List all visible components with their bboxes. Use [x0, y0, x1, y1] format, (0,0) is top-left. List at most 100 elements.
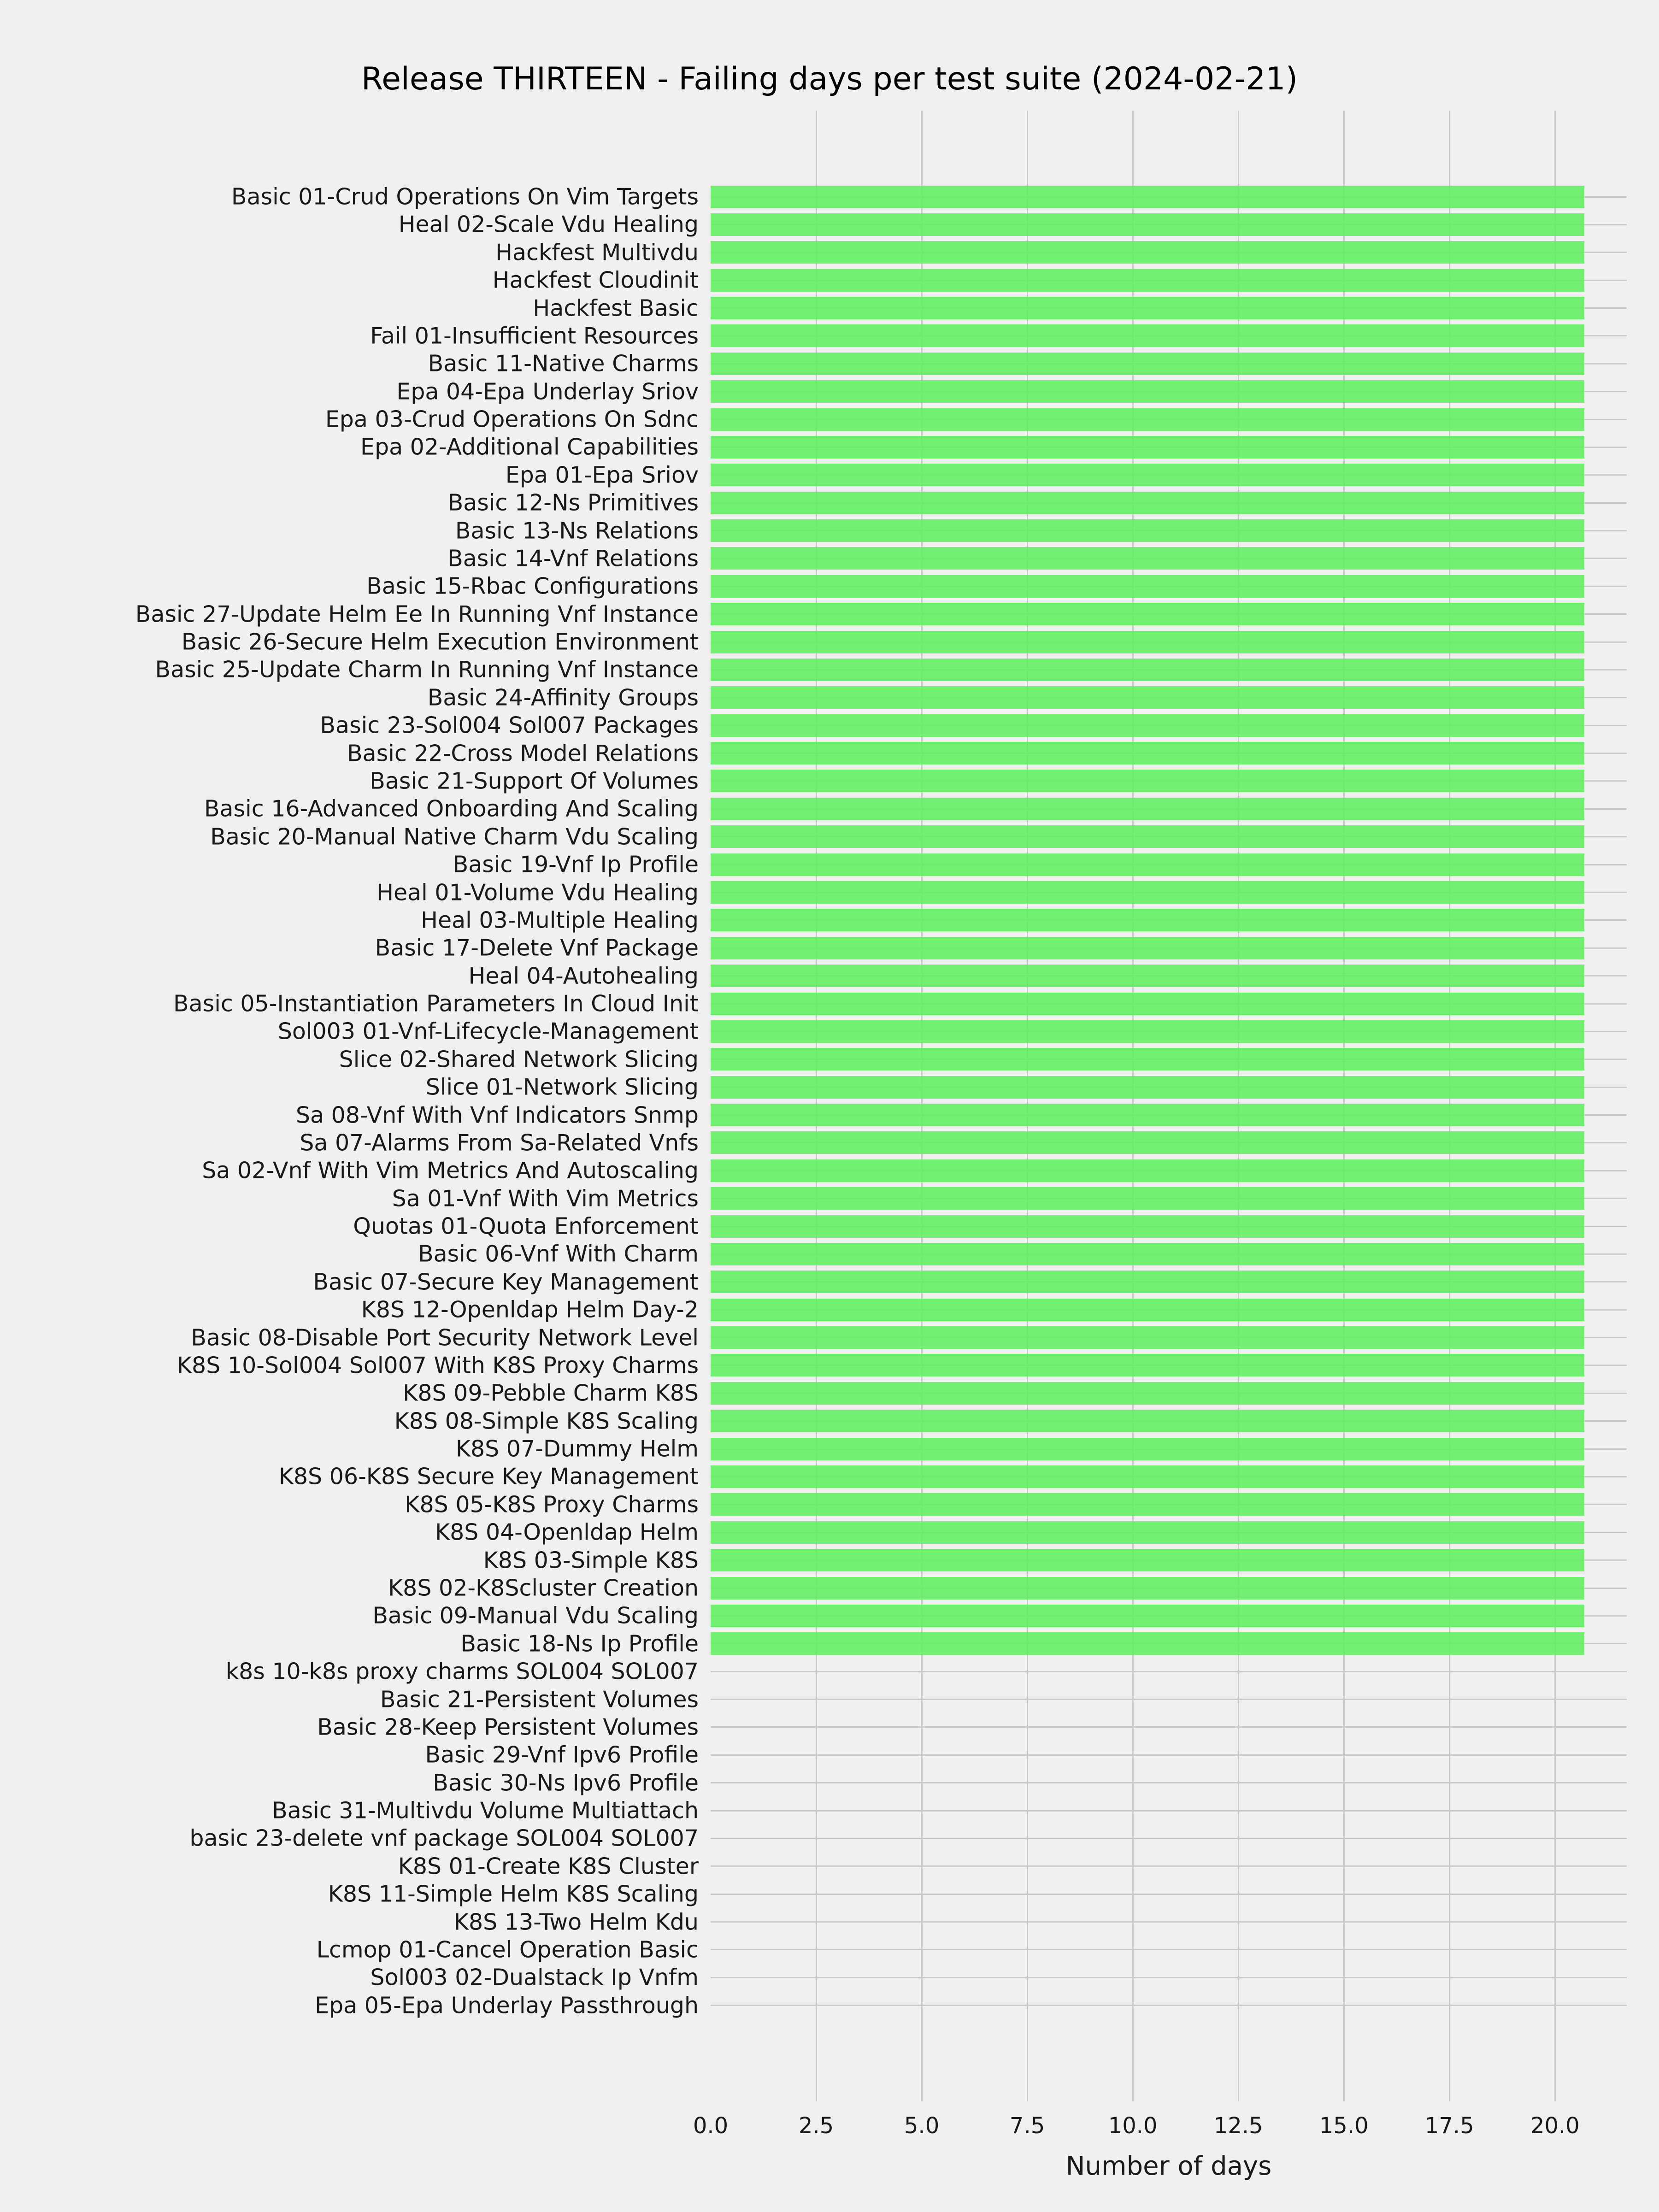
bar — [711, 547, 1585, 570]
y-tick-label: K8S 02-K8Scluster Creation — [388, 1575, 699, 1601]
bar — [711, 992, 1585, 1015]
y-tick-label: Basic 14-Vnf Relations — [447, 545, 699, 572]
y-tick-label: Basic 30-Ns Ipv6 Profile — [433, 1770, 699, 1796]
bar — [711, 825, 1585, 848]
y-gridline — [711, 1699, 1627, 1700]
y-tick-label: Basic 11-Native Charms — [428, 350, 699, 377]
y-tick-label: K8S 09-Pebble Charm K8S — [403, 1380, 699, 1406]
y-gridline — [711, 2005, 1627, 2006]
y-gridline — [711, 1810, 1627, 1812]
y-gridline — [711, 1726, 1627, 1728]
bar — [711, 1271, 1585, 1294]
x-tick-label: 20.0 — [1530, 2113, 1580, 2139]
y-tick-label: Basic 20-Manual Native Charm Vdu Scaling — [210, 824, 699, 850]
y-tick-label: Basic 24-Affinity Groups — [427, 684, 699, 711]
y-tick-label: Fail 01-Insufficient Resources — [370, 323, 699, 349]
bar — [711, 269, 1585, 292]
y-gridline — [711, 1782, 1627, 1784]
y-tick-label: K8S 07-Dummy Helm — [455, 1435, 699, 1462]
bar — [711, 1437, 1585, 1460]
y-gridline — [711, 1865, 1627, 1867]
y-tick-label: Basic 28-Keep Persistent Volumes — [317, 1714, 699, 1741]
bar — [711, 797, 1585, 820]
y-tick-label: K8S 03-Simple K8S — [483, 1547, 699, 1574]
x-tick-label: 2.5 — [798, 2113, 834, 2139]
bar — [711, 1632, 1585, 1655]
x-axis-label: Number of days — [1065, 2151, 1272, 2181]
y-gridline — [711, 1671, 1627, 1672]
bar — [711, 909, 1585, 932]
y-tick-label: Hackfest Multivdu — [495, 239, 699, 266]
y-tick-label: Basic 06-Vnf With Charm — [418, 1241, 699, 1267]
bar — [711, 630, 1585, 653]
y-tick-label: Sol003 02-Dualstack Ip Vnfm — [370, 1964, 699, 1991]
bar — [711, 1604, 1585, 1627]
bar — [711, 1465, 1585, 1488]
y-tick-label: Epa 02-Additional Capabilities — [360, 434, 699, 460]
y-tick-label: Hackfest Basic — [533, 295, 699, 322]
y-gridline — [711, 1893, 1627, 1895]
y-tick-label: Lcmop 01-Cancel Operation Basic — [316, 1936, 699, 1963]
bar — [711, 714, 1585, 737]
y-tick-label: Epa 05-Epa Underlay Passthrough — [315, 1992, 699, 2019]
y-gridline — [711, 1754, 1627, 1756]
bar — [711, 965, 1585, 988]
bar — [711, 1382, 1585, 1405]
bar — [711, 1104, 1585, 1127]
y-tick-label: K8S 10-Sol004 Sol007 With K8S Proxy Char… — [176, 1352, 699, 1379]
bar — [711, 435, 1585, 459]
y-tick-label: Basic 05-Instantiation Parameters In Clo… — [173, 990, 699, 1017]
bar — [711, 1242, 1585, 1265]
bar — [711, 770, 1585, 793]
bar — [711, 519, 1585, 542]
y-tick-label: Sa 01-Vnf With Vim Metrics — [392, 1185, 699, 1212]
y-tick-label: Basic 12-Ns Primitives — [447, 489, 699, 516]
y-tick-label: Basic 21-Support Of Volumes — [370, 768, 699, 794]
x-tick-label: 7.5 — [1009, 2113, 1045, 2139]
bar — [711, 1020, 1585, 1043]
y-tick-label: Basic 22-Cross Model Relations — [347, 740, 699, 767]
bar — [711, 352, 1585, 375]
y-tick-label: Heal 02-Scale Vdu Healing — [398, 211, 699, 238]
bar — [711, 1298, 1585, 1321]
y-tick-label: K8S 08-Simple K8S Scaling — [394, 1408, 699, 1435]
bar — [711, 936, 1585, 959]
bar — [711, 603, 1585, 626]
y-tick-label: Basic 01-Crud Operations On Vim Targets — [231, 183, 699, 210]
bar — [711, 297, 1585, 320]
plot-area — [711, 111, 1627, 2101]
y-tick-label: Slice 01-Network Slicing — [425, 1074, 699, 1100]
y-tick-label: K8S 13-Two Helm Kdu — [453, 1909, 699, 1936]
bar — [711, 1521, 1585, 1544]
y-tick-label: Sa 07-Alarms From Sa-Related Vnfs — [300, 1130, 699, 1156]
chart-title: Release THIRTEEN - Failing days per test… — [361, 61, 1298, 97]
y-tick-label: Heal 04-Autohealing — [468, 963, 699, 989]
y-tick-label: Epa 01-Epa Sriov — [505, 462, 699, 488]
bar — [711, 1215, 1585, 1238]
y-tick-label: Sa 02-Vnf With Vim Metrics And Autoscali… — [202, 1157, 699, 1184]
y-tick-label: basic 23-delete vnf package SOL004 SOL00… — [189, 1825, 699, 1852]
bar — [711, 1159, 1585, 1182]
y-tick-label: K8S 04-Openldap Helm — [435, 1519, 699, 1546]
y-tick-label: Heal 01-Volume Vdu Healing — [377, 879, 699, 906]
bar — [711, 1549, 1585, 1572]
y-tick-label: K8S 11-Simple Helm K8S Scaling — [328, 1881, 699, 1907]
x-tick-label: 0.0 — [693, 2113, 729, 2139]
y-tick-label: Basic 15-Rbac Configurations — [366, 573, 699, 600]
x-tick-label: 15.0 — [1319, 2113, 1369, 2139]
bar — [711, 658, 1585, 681]
y-tick-label: Basic 16-Advanced Onboarding And Scaling — [204, 795, 699, 822]
bar — [711, 1354, 1585, 1377]
bar — [711, 241, 1585, 264]
bar — [711, 324, 1585, 347]
y-tick-label: Basic 09-Manual Vdu Scaling — [372, 1602, 699, 1629]
bar — [711, 1577, 1585, 1600]
bar — [711, 1410, 1585, 1433]
bar — [711, 853, 1585, 876]
bar — [711, 185, 1585, 208]
bar — [711, 1131, 1585, 1154]
bar — [711, 1048, 1585, 1071]
bar — [711, 213, 1585, 236]
y-tick-label: K8S 06-K8S Secure Key Management — [278, 1463, 699, 1490]
bar — [711, 1187, 1585, 1210]
